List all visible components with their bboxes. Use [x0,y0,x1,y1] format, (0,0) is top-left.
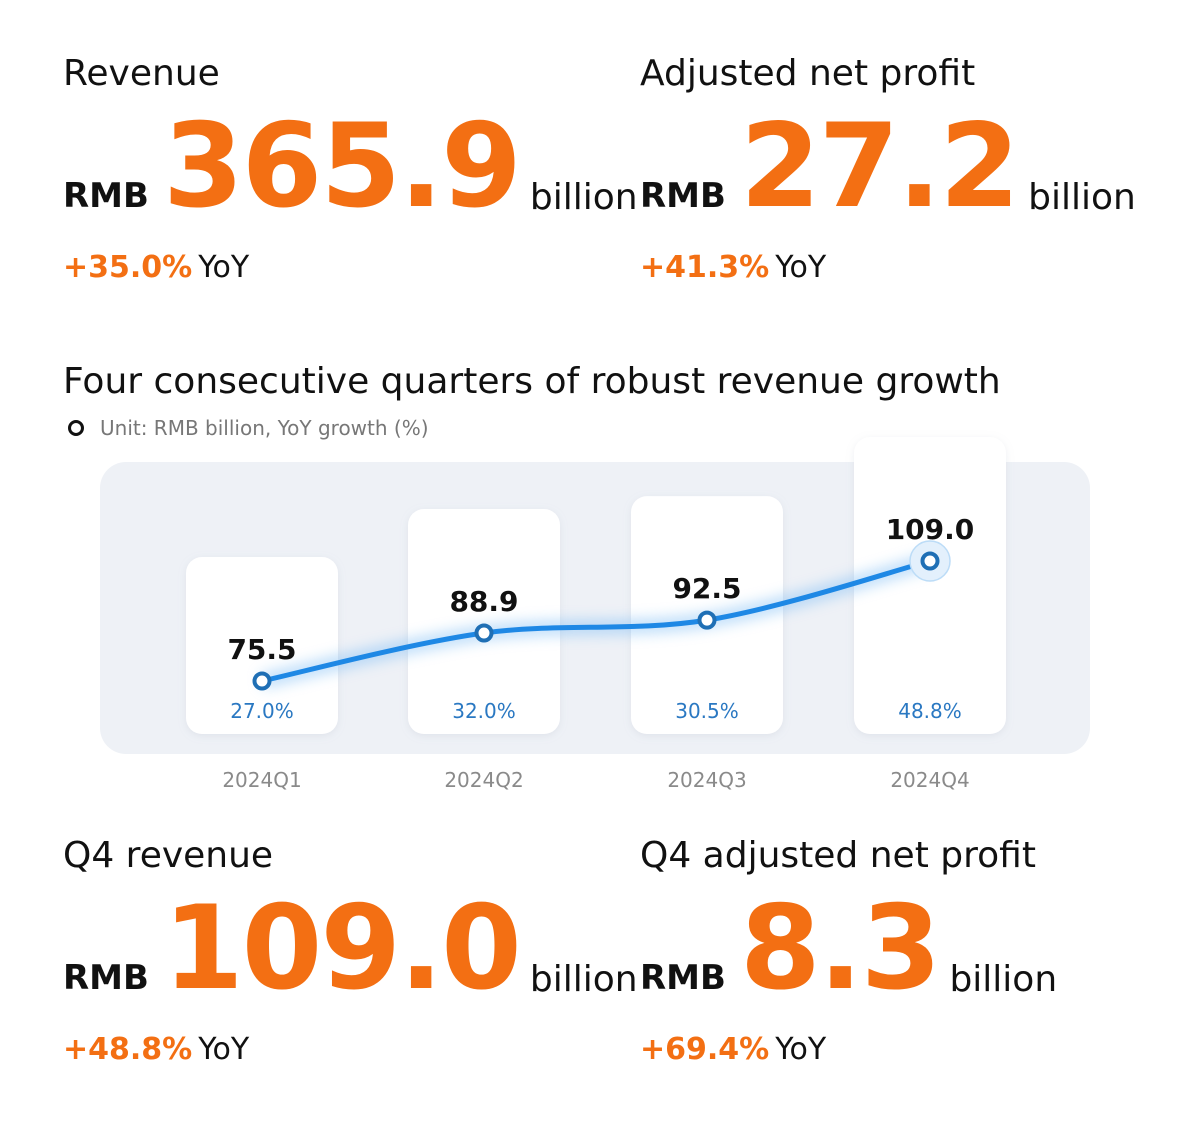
category-label-2024q1: 2024Q1 [222,768,301,792]
growth-label-2024q4: 48.8% [898,699,962,723]
revenue-line-chart: 75.5 27.0% 2024Q1 88.9 32.0% 2024Q2 92.5 30.5% 2… [186,437,1006,792]
kpi-profit-label: Adjusted net profit [640,53,976,94]
kpi-q4-profit-value: 8.3 [739,881,941,1016]
value-label-2024q1: 75.5 [227,633,296,666]
growth-label-2024q3: 30.5% [675,699,739,723]
kpi-q4-revenue-label: Q4 revenue [63,835,274,876]
kpi-revenue-currency: RMB [63,176,149,216]
kpi-profit-growth: +41.3% YoY [640,248,826,288]
kpi-q4-profit-unit: billion [949,959,1058,1000]
quarter-card-2024q1 [186,557,338,734]
kpi-revenue-growth: +35.0% YoY [63,248,249,288]
kpi-profit-currency: RMB [640,176,726,216]
kpi-q4-profit-currency: RMB [640,958,726,998]
unit-bullet-icon [68,420,84,436]
chart-labels: 75.5 27.0% 2024Q1 88.9 32.0% 2024Q2 92.5 30.5% 2… [222,513,974,792]
data-point-2024q1 [252,671,272,691]
category-label-2024q2: 2024Q2 [444,768,523,792]
kpi-revenue-value: 365.9 [162,99,522,234]
kpi-q4-profit-growth-value: +69.4% [640,1032,770,1067]
kpi-q4-adjusted-net-profit: Q4 adjusted net profit RMB 8.3 billion +… [640,834,1200,1104]
kpi-q4-revenue-growth-value: +48.8% [63,1032,193,1067]
category-label-2024q4: 2024Q4 [890,768,969,792]
kpi-adjusted-net-profit: Adjusted net profit RMB 27.2 billion +41… [640,52,1200,322]
chart-unit-note: Unit: RMB billion, YoY growth (%) [68,414,429,442]
kpi-q4-revenue-growth: +48.8% YoY [63,1030,249,1070]
kpi-profit-growth-suffix: YoY [775,250,827,285]
revenue-series [252,540,951,691]
kpi-q4-revenue-value: 109.0 [162,881,522,1016]
kpi-revenue-growth-suffix: YoY [198,250,250,285]
data-point-2024q4 [920,551,940,571]
quarter-card-2024q4 [854,437,1006,734]
chart-title: Four consecutive quarters of robust reve… [63,361,1001,402]
kpi-revenue-growth-value: +35.0% [63,250,193,285]
kpi-profit-value-row: RMB 27.2 billion [640,99,1136,234]
kpi-profit-value: 27.2 [739,99,1020,234]
data-point-2024q3 [697,610,717,630]
kpi-revenue-label: Revenue [63,53,220,94]
category-label-2024q3: 2024Q3 [667,768,746,792]
series-line [259,558,933,684]
quarter-cards [186,437,1006,734]
kpi-q4-profit-growth: +69.4% YoY [640,1030,826,1070]
quarter-card-2024q2 [408,509,560,734]
value-label-2024q4: 109.0 [886,513,975,546]
growth-label-2024q1: 27.0% [230,699,294,723]
kpi-q4-profit-growth-suffix: YoY [775,1032,827,1067]
kpi-q4-revenue-growth-suffix: YoY [198,1032,250,1067]
value-label-2024q3: 92.5 [672,572,741,605]
series-line-glow [260,554,932,688]
kpi-profit-growth-value: +41.3% [640,250,770,285]
growth-label-2024q2: 32.0% [452,699,516,723]
data-point-2024q2 [474,623,494,643]
kpi-revenue-value-row: RMB 365.9 billion [63,99,638,234]
kpi-profit-unit: billion [1028,177,1136,218]
kpi-q4-profit-value-row: RMB 8.3 billion [640,881,1058,1016]
value-label-2024q2: 88.9 [449,585,518,618]
kpi-q4-revenue-unit: billion [529,959,638,1000]
kpi-q4-revenue-currency: RMB [63,958,149,998]
kpi-q4-profit-label: Q4 adjusted net profit [640,835,1036,876]
kpi-q4-revenue-value-row: RMB 109.0 billion [63,881,638,1016]
kpi-q4-revenue: Q4 revenue RMB 109.0 billion +48.8% YoY [63,834,638,1104]
chart-unit-text: Unit: RMB billion, YoY growth (%) [100,416,429,440]
kpi-revenue: Revenue RMB 365.9 billion +35.0% YoY [63,52,638,322]
kpi-revenue-unit: billion [529,177,638,218]
